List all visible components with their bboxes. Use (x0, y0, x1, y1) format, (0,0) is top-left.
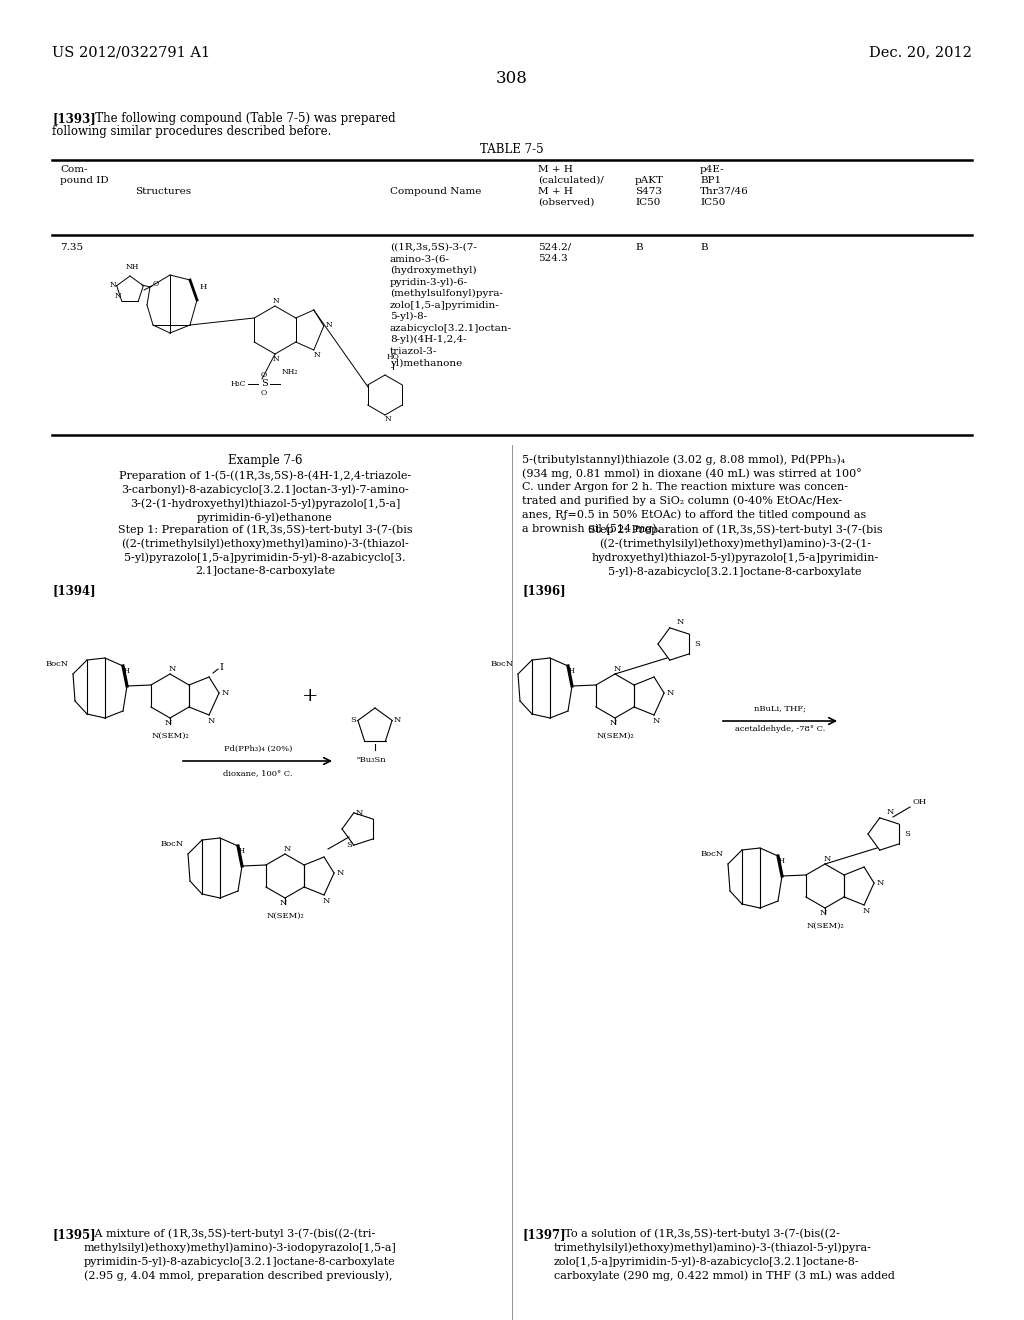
Text: N: N (272, 297, 280, 305)
Text: N: N (115, 292, 122, 300)
Text: 7.35: 7.35 (60, 243, 83, 252)
Text: N(SEM)₂: N(SEM)₂ (806, 921, 844, 931)
Text: pAKT: pAKT (635, 176, 664, 185)
Text: N: N (168, 665, 176, 673)
Text: Step 1: Preparation of (1R,3s,5S)-tert-butyl 3-(7-(bis
((2-(trimethylsilyl)ethox: Step 1: Preparation of (1R,3s,5S)-tert-b… (118, 524, 413, 576)
Text: M + H: M + H (538, 187, 572, 195)
Text: BocN: BocN (700, 850, 724, 858)
Text: (observed): (observed) (538, 198, 594, 207)
Text: H: H (200, 282, 208, 290)
Text: N: N (272, 355, 280, 363)
Text: S: S (350, 717, 355, 725)
Text: acetaldehyde, -78° C.: acetaldehyde, -78° C. (735, 725, 825, 733)
Text: N: N (613, 665, 621, 673)
Text: [1393]: [1393] (52, 112, 96, 125)
Text: N(SEM)₂: N(SEM)₂ (596, 733, 634, 741)
Text: Compound Name: Compound Name (390, 187, 481, 195)
Text: O: O (153, 280, 159, 288)
Text: Thr37/46: Thr37/46 (700, 187, 749, 195)
Text: [1396]: [1396] (522, 583, 565, 597)
Text: To a solution of (1R,3s,5S)-tert-butyl 3-(7-(bis((2-
trimethylsilyl)ethoxy)methy: To a solution of (1R,3s,5S)-tert-butyl 3… (554, 1228, 895, 1280)
Text: N: N (326, 321, 332, 329)
Text: [1394]: [1394] (52, 583, 95, 597)
Text: NH: NH (125, 263, 138, 271)
Text: HO: HO (387, 352, 399, 360)
Text: H: H (239, 847, 245, 855)
Text: pound ID: pound ID (60, 176, 109, 185)
Text: N: N (877, 879, 884, 887)
Text: BocN: BocN (490, 660, 514, 668)
Text: H₃C: H₃C (230, 380, 246, 388)
Text: N: N (823, 855, 830, 863)
Text: [1397]: [1397] (522, 1228, 565, 1241)
Text: N(SEM)₂: N(SEM)₂ (266, 912, 304, 920)
Text: +: + (302, 686, 318, 705)
Text: N: N (393, 717, 400, 725)
Text: Pd(PPh₃)₄ (20%): Pd(PPh₃)₄ (20%) (224, 744, 292, 752)
Text: Step 2: Preparation of (1R,3s,5S)-tert-butyl 3-(7-(bis
((2-(trimethylsilyl)ethox: Step 2: Preparation of (1R,3s,5S)-tert-b… (588, 524, 883, 577)
Text: [1395]: [1395] (52, 1228, 95, 1241)
Text: Com-: Com- (60, 165, 87, 174)
Text: H: H (124, 667, 130, 675)
Text: N: N (819, 909, 826, 917)
Text: N: N (336, 869, 344, 876)
Text: A mixture of (1R,3s,5S)-tert-butyl 3-(7-(bis((2-(tri-
methylsilyl)ethoxy)methyl): A mixture of (1R,3s,5S)-tert-butyl 3-(7-… (84, 1228, 397, 1280)
Text: N: N (313, 351, 321, 359)
Text: BP1: BP1 (700, 176, 721, 185)
Text: 308: 308 (496, 70, 528, 87)
Text: ((1R,3s,5S)-3-(7-
amino-3-(6-
(hydroxymethyl)
pyridin-3-yl)-6-
(methylsulfonyl)p: ((1R,3s,5S)-3-(7- amino-3-(6- (hydroxyme… (390, 243, 512, 367)
Text: nBuLi, THF;: nBuLi, THF; (754, 705, 806, 713)
Text: H: H (569, 667, 575, 675)
Text: OH: OH (912, 799, 927, 807)
Text: N: N (355, 809, 362, 817)
Text: US 2012/0322791 A1: US 2012/0322791 A1 (52, 45, 210, 59)
Text: N: N (164, 719, 172, 727)
Text: N: N (284, 845, 291, 853)
Text: IC50: IC50 (700, 198, 725, 207)
Text: N(SEM)₂: N(SEM)₂ (152, 733, 188, 741)
Text: dioxane, 100° C.: dioxane, 100° C. (223, 770, 293, 777)
Text: S: S (261, 380, 267, 388)
Text: NH₂: NH₂ (282, 368, 298, 376)
Text: N: N (652, 717, 659, 725)
Text: N: N (385, 414, 391, 422)
Text: Preparation of 1-(5-((1R,3s,5S)-8-(4H-1,2,4-triazole-
3-carbonyl)-8-azabicyclo[3: Preparation of 1-(5-((1R,3s,5S)-8-(4H-1,… (119, 470, 411, 523)
Text: p4E-: p4E- (700, 165, 725, 174)
Text: Structures: Structures (135, 187, 191, 195)
Text: N: N (323, 898, 330, 906)
Text: S: S (694, 640, 700, 648)
Text: M + H: M + H (538, 165, 572, 174)
Text: N: N (221, 689, 228, 697)
Text: BocN: BocN (46, 660, 69, 668)
Text: N: N (862, 907, 869, 915)
Text: N: N (110, 281, 117, 289)
Text: Example 7-6: Example 7-6 (227, 454, 302, 467)
Text: BocN: BocN (161, 840, 184, 847)
Text: N: N (667, 689, 674, 697)
Text: following similar procedures described before.: following similar procedures described b… (52, 125, 332, 139)
Text: I: I (219, 663, 223, 672)
Text: S: S (904, 830, 910, 838)
Text: H: H (779, 857, 785, 865)
Text: S473: S473 (635, 187, 662, 195)
Text: N: N (208, 717, 215, 725)
Text: The following compound (Table 7-5) was prepared: The following compound (Table 7-5) was p… (84, 112, 395, 125)
Text: B: B (635, 243, 643, 252)
Text: N: N (609, 719, 616, 727)
Text: O: O (261, 371, 267, 379)
Text: N: N (887, 808, 894, 816)
Text: TABLE 7-5: TABLE 7-5 (480, 143, 544, 156)
Text: S: S (346, 841, 351, 849)
Text: IC50: IC50 (635, 198, 660, 207)
Text: Dec. 20, 2012: Dec. 20, 2012 (869, 45, 972, 59)
Text: (calculated)/: (calculated)/ (538, 176, 604, 185)
Text: B: B (700, 243, 708, 252)
Text: N: N (676, 618, 684, 626)
Text: O: O (261, 389, 267, 397)
Text: N: N (280, 899, 287, 907)
Text: 524.2/
524.3: 524.2/ 524.3 (538, 243, 571, 264)
Text: 5-(tributylstannyl)thiazole (3.02 g, 8.08 mmol), Pd(PPh₃)₄
(934 mg, 0.81 mmol) i: 5-(tributylstannyl)thiazole (3.02 g, 8.0… (522, 454, 866, 535)
Text: ⁿBu₃Sn: ⁿBu₃Sn (357, 756, 387, 764)
